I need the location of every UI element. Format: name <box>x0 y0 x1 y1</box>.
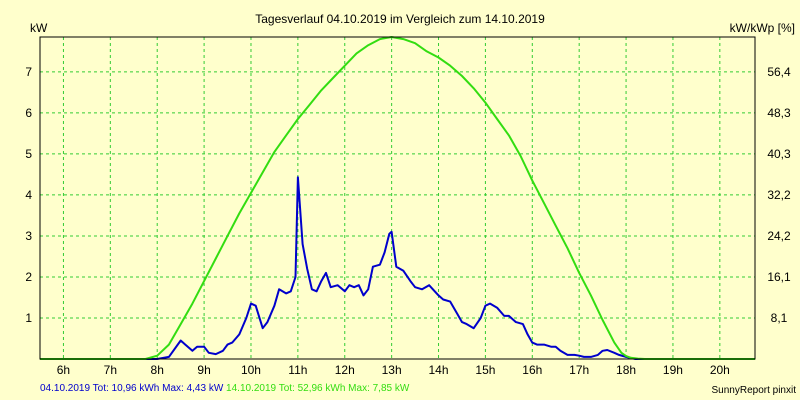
y-tick-label-left: 4 <box>25 188 32 202</box>
y-tick-label-right: 16,1 <box>767 270 791 284</box>
x-tick-label: 13h <box>382 363 402 377</box>
credit-text: SunnyReport pinxit <box>711 385 797 396</box>
y-axis-label-right: kW/kWp [%] <box>730 21 795 35</box>
x-tick-label: 12h <box>335 363 355 377</box>
footer-summary: 04.10.2019 Tot: 10,96 kWh Max: 4,43 kW 1… <box>40 383 409 394</box>
x-tick-label: 20h <box>710 363 730 377</box>
y-tick-label-left: 6 <box>25 106 32 120</box>
tick-labels: 6h 7h 8h 9h 10h 11h 12h 13h 14h 15h 16h 17h 18h 19h 20… <box>25 65 791 377</box>
x-tick-label: 14h <box>429 363 449 377</box>
series-1-summary: 04.10.2019 Tot: 10,96 kWh Max: 4,43 kW <box>40 383 224 394</box>
x-tick-label: 11h <box>288 363 307 377</box>
y-tick-label-right: 24,2 <box>767 229 791 243</box>
x-tick-label: 6h <box>57 363 70 377</box>
series-line-1 <box>40 176 755 360</box>
y-tick-label-right: 56,4 <box>767 65 791 79</box>
x-tick-label: 17h <box>569 363 589 377</box>
x-tick-label: 10h <box>241 363 261 377</box>
chart-title: Tagesverlauf 04.10.2019 im Vergleich zum… <box>255 12 545 26</box>
x-tick-label: 19h <box>663 363 683 377</box>
y-tick-label-right: 32,2 <box>767 188 791 202</box>
x-tick-label: 8h <box>151 363 164 377</box>
x-tick-label: 16h <box>522 363 542 377</box>
x-tick-label: 15h <box>475 363 495 377</box>
series-line-2 <box>40 36 755 360</box>
y-tick-label-right: 8,1 <box>771 311 788 325</box>
y-tick-label-left: 2 <box>25 270 32 284</box>
x-tick-label: 9h <box>197 363 210 377</box>
y-tick-label-right: 48,3 <box>767 106 791 120</box>
y-tick-label-left: 7 <box>25 65 32 79</box>
x-tick-label: 18h <box>616 363 636 377</box>
y-tick-label-left: 3 <box>25 229 32 243</box>
series-2-summary: 14.10.2019 Tot: 52,96 kWh Max: 7,85 kW <box>226 383 410 394</box>
plot-frame <box>39 36 756 360</box>
series-layer <box>40 36 755 360</box>
x-tick-label: 7h <box>104 363 117 377</box>
y-tick-label-left: 5 <box>25 147 32 161</box>
y-axis-label-left: kW <box>30 21 48 35</box>
y-tick-label-left: 1 <box>25 311 32 325</box>
y-tick-label-right: 40,3 <box>767 147 791 161</box>
grid-lines <box>40 37 755 359</box>
